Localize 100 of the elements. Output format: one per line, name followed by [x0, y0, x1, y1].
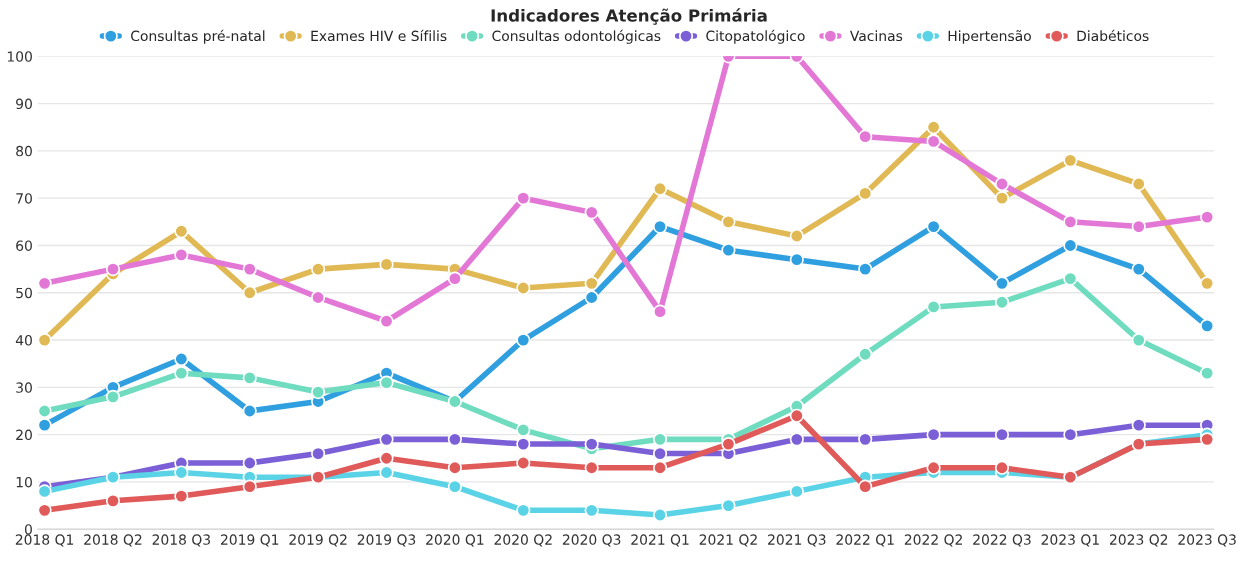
point — [174, 366, 189, 381]
point — [311, 446, 326, 461]
point — [1200, 432, 1214, 447]
point — [242, 262, 257, 277]
x-tick-label: 2023 Q3 — [1178, 534, 1236, 547]
point — [516, 280, 531, 296]
legend-label: Consultas odontológicas — [492, 29, 661, 44]
point — [37, 403, 52, 419]
point — [1131, 418, 1146, 433]
point — [994, 276, 1010, 291]
point — [926, 427, 941, 442]
point — [242, 370, 257, 385]
x-tick-label: 2021 Q1 — [631, 534, 689, 547]
point — [858, 479, 873, 494]
point — [652, 446, 668, 461]
x-tick-label: 2018 Q1 — [15, 534, 74, 547]
point — [652, 507, 668, 523]
point — [789, 228, 804, 244]
x-tick-label: 2023 Q2 — [1110, 534, 1168, 547]
point — [242, 455, 257, 471]
point — [174, 351, 189, 367]
x-tick-label: 2020 Q1 — [426, 534, 484, 547]
point — [1200, 210, 1214, 225]
point — [242, 285, 257, 300]
x-tick-label: 2020 Q2 — [494, 534, 552, 547]
point — [858, 262, 873, 277]
point — [516, 455, 531, 471]
point — [584, 276, 599, 291]
x-tick-label: 2022 Q2 — [904, 534, 962, 547]
point — [652, 181, 668, 196]
point — [652, 432, 668, 447]
point — [1131, 219, 1146, 234]
point — [1131, 332, 1146, 348]
chart-title: Indicadores Atenção Primária — [491, 8, 767, 25]
x-tick-label: 2022 Q3 — [973, 534, 1031, 547]
point — [174, 247, 189, 263]
point — [105, 389, 121, 404]
point — [994, 460, 1010, 475]
point — [1200, 318, 1214, 333]
point — [447, 460, 462, 475]
point — [447, 432, 462, 447]
point — [1063, 214, 1078, 229]
point — [584, 290, 599, 305]
y-tick-label: 20 — [16, 429, 32, 441]
point — [1131, 262, 1146, 277]
point — [516, 191, 531, 206]
point — [242, 403, 257, 419]
point — [926, 299, 941, 315]
x-tick-label: 2018 Q3 — [152, 534, 210, 547]
point — [994, 427, 1010, 442]
point — [516, 503, 531, 518]
point — [1063, 238, 1078, 253]
point — [652, 219, 668, 234]
point — [37, 484, 52, 499]
point — [789, 408, 804, 423]
point — [242, 479, 257, 494]
point — [858, 186, 873, 201]
point — [516, 422, 531, 437]
y-tick-label: 90 — [16, 98, 32, 110]
point — [994, 176, 1010, 192]
point — [1200, 366, 1214, 381]
x-tick-label: 2019 Q1 — [220, 534, 279, 547]
legend-label: Hipertensão — [948, 30, 1031, 44]
point — [926, 120, 941, 135]
point — [721, 243, 736, 258]
point — [926, 460, 941, 475]
point — [926, 219, 941, 234]
point — [379, 465, 394, 480]
point — [311, 384, 326, 400]
point — [516, 332, 531, 348]
x-tick-label: 2021 Q2 — [699, 534, 757, 547]
y-tick-label: 50 — [16, 287, 32, 299]
point — [516, 437, 531, 452]
point — [379, 375, 394, 390]
y-tick-label: 0 — [24, 524, 32, 535]
point — [721, 498, 736, 513]
point — [37, 503, 52, 518]
point — [37, 332, 52, 348]
point — [105, 493, 121, 508]
point — [1131, 176, 1146, 192]
point — [858, 347, 873, 362]
point — [858, 432, 873, 447]
legend-label: Citopatológico — [706, 29, 805, 44]
point — [652, 304, 668, 319]
point — [584, 460, 599, 475]
point — [789, 252, 804, 267]
x-tick-label: 2022 Q1 — [836, 534, 894, 547]
legend-label: Consultas pré-natal — [131, 29, 265, 44]
point — [447, 271, 462, 286]
point — [37, 418, 52, 433]
x-tick-label: 2020 Q3 — [562, 534, 621, 547]
point — [1063, 153, 1078, 168]
point — [994, 191, 1010, 206]
x-tick-label: 2019 Q3 — [357, 534, 416, 547]
point — [1063, 271, 1078, 286]
point — [584, 437, 599, 452]
point — [379, 451, 394, 466]
x-tick-label: 2023 Q1 — [1041, 534, 1099, 547]
x-tick-label: 2019 Q2 — [289, 534, 347, 547]
y-tick-label: 40 — [15, 335, 32, 346]
